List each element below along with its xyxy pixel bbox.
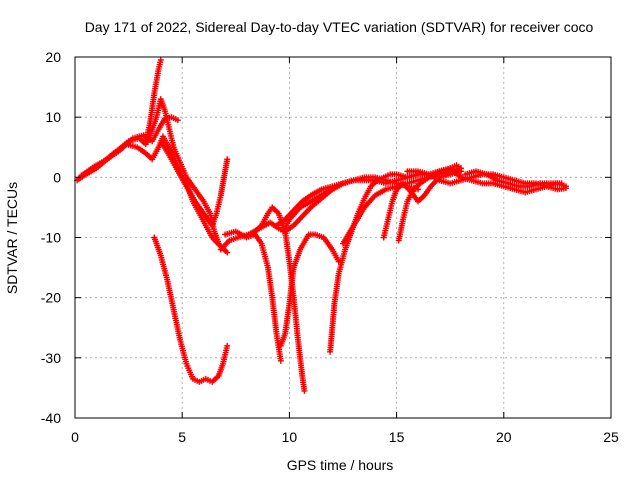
data-point [558, 180, 565, 187]
x-tick-label: 15 [389, 429, 405, 445]
data-point [224, 342, 231, 349]
series-19 [462, 168, 565, 190]
series-line [153, 236, 229, 384]
data-point [457, 165, 464, 172]
y-tick-label: -40 [41, 410, 61, 426]
data-point [277, 357, 284, 364]
series-4 [142, 57, 164, 145]
y-tick-label: -30 [41, 350, 61, 366]
series-3 [78, 114, 181, 179]
y-tick-label: 0 [53, 169, 61, 185]
y-axis-label: SDTVAR / TECUs [4, 182, 20, 294]
x-tick-label: 20 [496, 429, 512, 445]
x-tick-label: 10 [282, 429, 298, 445]
x-tick-label: 5 [178, 429, 186, 445]
y-tick-label: 20 [45, 49, 61, 65]
data-point [562, 185, 569, 192]
data-point [224, 249, 231, 256]
data-point [301, 387, 308, 394]
tick-layer: 0 5 10 15 20 25 -40 -30 -20 -10 0 10 20 [41, 49, 619, 445]
series-15 [380, 168, 464, 241]
y-tick-label: -20 [41, 290, 61, 306]
x-tick-label: 0 [71, 429, 79, 445]
series-11 [277, 231, 342, 349]
chart-title: Day 171 of 2022, Sidereal Day-to-day VTE… [85, 19, 594, 35]
grid-layer [75, 57, 611, 418]
series-layer [74, 57, 569, 394]
x-axis-label: GPS time / hours [287, 457, 394, 473]
data-point [157, 57, 164, 64]
data-point [174, 117, 181, 124]
series-5 [159, 141, 231, 229]
x-tick-label: 25 [603, 429, 619, 445]
series-line [253, 206, 306, 393]
series-9 [252, 204, 308, 394]
series-6 [151, 234, 231, 385]
series-8 [222, 228, 284, 364]
data-point [224, 156, 231, 163]
y-tick-label: 10 [45, 109, 61, 125]
y-tick-label: -10 [41, 230, 61, 246]
